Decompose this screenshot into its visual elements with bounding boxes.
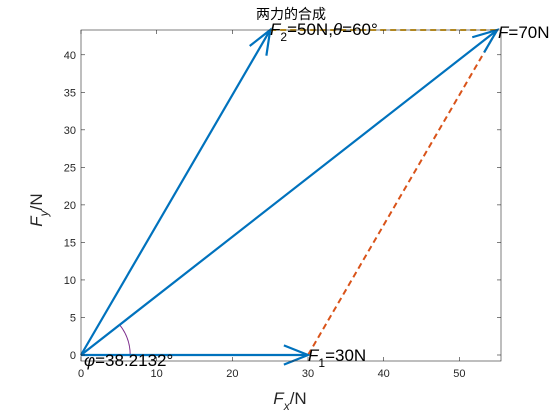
axes: 0 10 20 30 40 50 0 5 10 15 20 25 30 35 40 bbox=[64, 29, 502, 380]
f2-label: F2=50N,θ=60° bbox=[270, 20, 378, 44]
phi-angle-label: φ=38.2132° bbox=[84, 351, 173, 370]
x-tick-label: 0 bbox=[78, 368, 84, 380]
y-tick-label: 30 bbox=[64, 125, 76, 137]
angle-arc bbox=[119, 324, 131, 355]
x-tick-label: 30 bbox=[302, 368, 314, 380]
y-tick-label: 25 bbox=[64, 162, 76, 174]
y-tick-label: 40 bbox=[64, 50, 76, 62]
f1-label: F1=30N bbox=[308, 346, 366, 370]
parallelogram-edge-1 bbox=[307, 29, 499, 356]
x-tick-label: 50 bbox=[453, 368, 465, 380]
x-axis-label: Fx/N bbox=[273, 389, 306, 413]
y-tick-label: 10 bbox=[64, 275, 76, 287]
y-tick-label: 0 bbox=[70, 350, 76, 362]
chart-title: 两力的合成 bbox=[256, 7, 326, 23]
resultant-label: F=70N bbox=[498, 23, 550, 42]
y-tick-label: 5 bbox=[70, 312, 76, 324]
y-tick-label: 15 bbox=[64, 237, 76, 249]
y-tick-label: 35 bbox=[64, 87, 76, 99]
x-tick-label: 40 bbox=[378, 368, 390, 380]
y-tick-label: 20 bbox=[64, 200, 76, 212]
axes-box bbox=[80, 29, 502, 362]
vector-f1-arrowhead bbox=[283, 344, 311, 366]
x-tick-label: 20 bbox=[226, 368, 238, 380]
vector-f2-shaft bbox=[80, 29, 272, 356]
vector-f1 bbox=[81, 344, 311, 366]
vector-f-shaft bbox=[80, 29, 498, 356]
y-axis-label: Fy/N bbox=[27, 193, 51, 226]
x-tick-label: 10 bbox=[151, 368, 163, 380]
